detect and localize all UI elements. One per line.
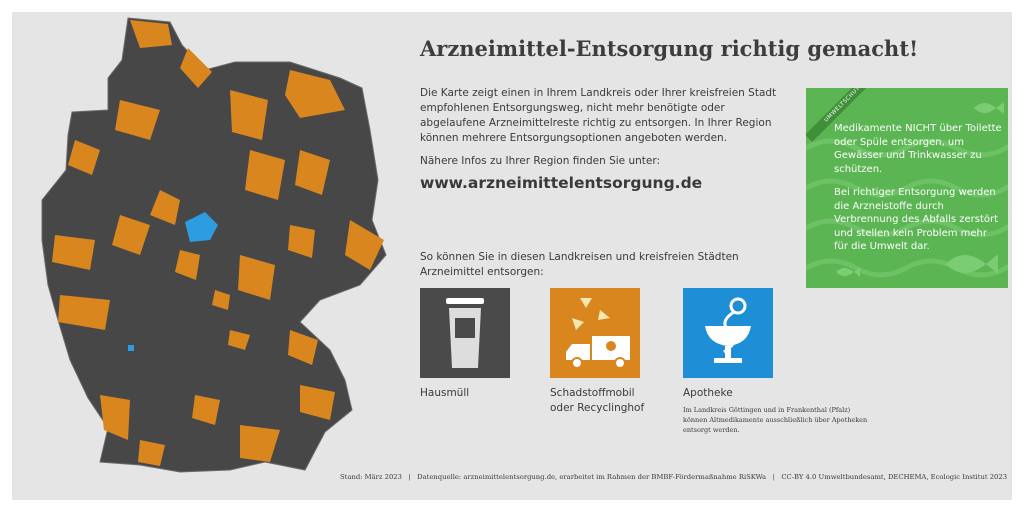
title: Arzneimittel-Entsorgung richtig gemacht! <box>420 36 919 61</box>
box-paragraph: Medikamente NICHT über Toilette oder Spü… <box>834 123 1002 175</box>
waves <box>806 102 1008 278</box>
footer: Stand: März 2023 | Datenquelle: arzneimi… <box>340 473 1008 481</box>
icon-hausmuell <box>420 288 510 378</box>
option-note: Im Landkreis Göttingen und in Frankentha… <box>683 406 868 434</box>
more-info: Nähere Infos zu Ihrer Region finden Sie … <box>420 155 661 167</box>
option-label: Apotheke <box>683 387 733 399</box>
icon-apotheke <box>683 288 773 378</box>
icon-schadstoffmobil <box>550 288 640 378</box>
options-heading: So können Sie in diesen Landkreisen und … <box>420 251 739 278</box>
option-label: Hausmüll <box>420 387 470 399</box>
url[interactable]: www.arzneimittelentsorgung.de <box>420 174 703 192</box>
option-label: Schadstoffmobil oder Recyclinghof <box>550 387 645 414</box>
environment-box: UMWELTSCHUTZ Medikamente NICHT über Toil… <box>806 88 1008 288</box>
box-paragraph: Bei richtiger Entsorgung werden die Arzn… <box>834 187 999 252</box>
intro-text: Die Karte zeigt einen in Ihrem Landkreis… <box>420 87 777 144</box>
germany-map <box>41 17 387 473</box>
